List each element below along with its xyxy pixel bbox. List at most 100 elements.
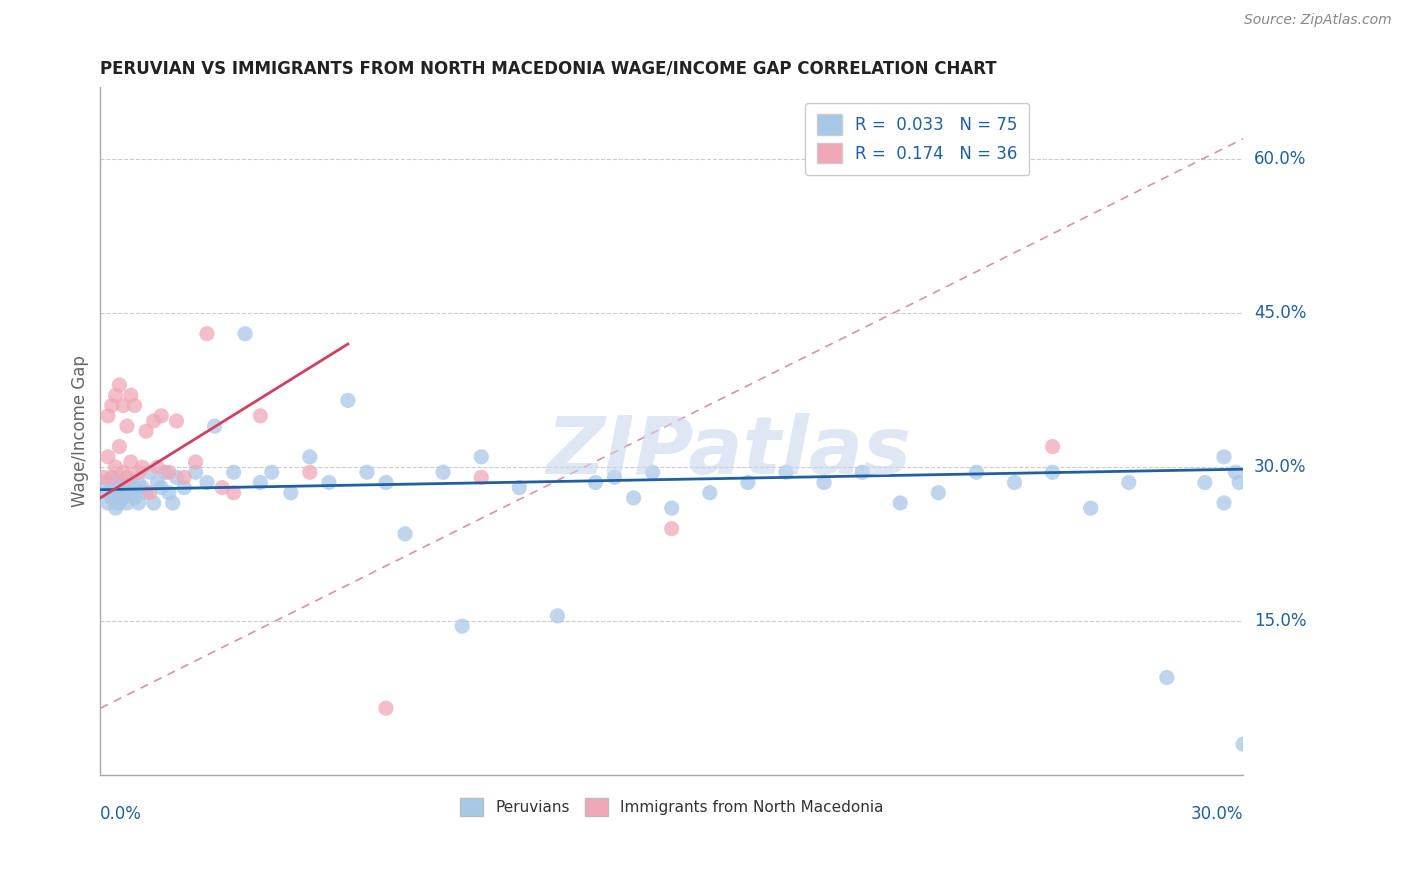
Point bbox=[115, 470, 138, 484]
Point bbox=[135, 485, 157, 500]
Point bbox=[233, 326, 256, 341]
Point bbox=[104, 475, 127, 490]
Text: 30.0%: 30.0% bbox=[1191, 805, 1243, 823]
Point bbox=[195, 475, 218, 490]
Point bbox=[851, 465, 873, 479]
Point bbox=[157, 465, 180, 479]
Point bbox=[115, 470, 138, 484]
Point bbox=[641, 465, 664, 479]
Point bbox=[204, 419, 226, 434]
Point bbox=[222, 465, 245, 479]
Point bbox=[112, 399, 135, 413]
Point bbox=[661, 501, 683, 516]
Point bbox=[280, 485, 302, 500]
Point bbox=[173, 481, 195, 495]
Text: 45.0%: 45.0% bbox=[1254, 304, 1306, 322]
Point bbox=[108, 485, 131, 500]
Point bbox=[1225, 465, 1247, 479]
Point bbox=[108, 440, 131, 454]
Point bbox=[127, 496, 149, 510]
Point bbox=[1227, 475, 1250, 490]
Point bbox=[508, 481, 530, 495]
Point bbox=[546, 608, 568, 623]
Point bbox=[108, 475, 131, 490]
Point bbox=[150, 409, 173, 423]
Point bbox=[120, 388, 142, 402]
Point bbox=[195, 326, 218, 341]
Point bbox=[249, 475, 271, 490]
Point bbox=[93, 475, 115, 490]
Point bbox=[139, 465, 162, 479]
Point bbox=[356, 465, 378, 479]
Point bbox=[115, 419, 138, 434]
Point bbox=[1213, 496, 1236, 510]
Point bbox=[1080, 501, 1102, 516]
Point bbox=[623, 491, 645, 505]
Point bbox=[162, 496, 184, 510]
Point bbox=[166, 470, 188, 484]
Point bbox=[142, 496, 165, 510]
Point bbox=[432, 465, 454, 479]
Point bbox=[249, 409, 271, 423]
Point bbox=[1232, 737, 1254, 751]
Point bbox=[927, 485, 949, 500]
Point bbox=[101, 491, 124, 505]
Point bbox=[127, 465, 149, 479]
Point bbox=[173, 470, 195, 484]
Text: ZIPatlas: ZIPatlas bbox=[547, 413, 911, 491]
Point bbox=[211, 481, 233, 495]
Point bbox=[97, 409, 120, 423]
Point bbox=[150, 481, 173, 495]
Point bbox=[775, 465, 797, 479]
Point bbox=[115, 496, 138, 510]
Point bbox=[120, 475, 142, 490]
Point bbox=[470, 470, 492, 484]
Point bbox=[104, 388, 127, 402]
Point bbox=[1156, 670, 1178, 684]
Point bbox=[1118, 475, 1140, 490]
Text: 60.0%: 60.0% bbox=[1254, 151, 1306, 169]
Point bbox=[661, 522, 683, 536]
Text: 0.0%: 0.0% bbox=[100, 805, 142, 823]
Point bbox=[1042, 440, 1064, 454]
Point bbox=[108, 496, 131, 510]
Point bbox=[375, 701, 398, 715]
Point bbox=[1213, 450, 1236, 464]
Point bbox=[184, 465, 207, 479]
Point bbox=[112, 465, 135, 479]
Point bbox=[336, 393, 359, 408]
Point bbox=[889, 496, 911, 510]
Point bbox=[318, 475, 340, 490]
Text: Source: ZipAtlas.com: Source: ZipAtlas.com bbox=[1244, 13, 1392, 28]
Point bbox=[166, 414, 188, 428]
Point bbox=[93, 470, 115, 484]
Point bbox=[97, 496, 120, 510]
Point bbox=[101, 470, 124, 484]
Point bbox=[146, 475, 169, 490]
Point bbox=[142, 414, 165, 428]
Point bbox=[135, 424, 157, 438]
Text: PERUVIAN VS IMMIGRANTS FROM NORTH MACEDONIA WAGE/INCOME GAP CORRELATION CHART: PERUVIAN VS IMMIGRANTS FROM NORTH MACEDO… bbox=[100, 60, 997, 78]
Point bbox=[112, 481, 135, 495]
Point bbox=[222, 485, 245, 500]
Point bbox=[153, 465, 176, 479]
Point bbox=[146, 460, 169, 475]
Point bbox=[97, 485, 120, 500]
Point bbox=[298, 465, 321, 479]
Point bbox=[603, 470, 626, 484]
Point bbox=[375, 475, 398, 490]
Point bbox=[585, 475, 607, 490]
Point bbox=[124, 491, 146, 505]
Point bbox=[965, 465, 987, 479]
Point bbox=[451, 619, 474, 633]
Point bbox=[131, 481, 153, 495]
Point bbox=[101, 399, 124, 413]
Point bbox=[131, 460, 153, 475]
Point bbox=[120, 455, 142, 469]
Point bbox=[298, 450, 321, 464]
Point bbox=[470, 450, 492, 464]
Point bbox=[737, 475, 759, 490]
Point bbox=[184, 455, 207, 469]
Point bbox=[104, 501, 127, 516]
Point bbox=[813, 475, 835, 490]
